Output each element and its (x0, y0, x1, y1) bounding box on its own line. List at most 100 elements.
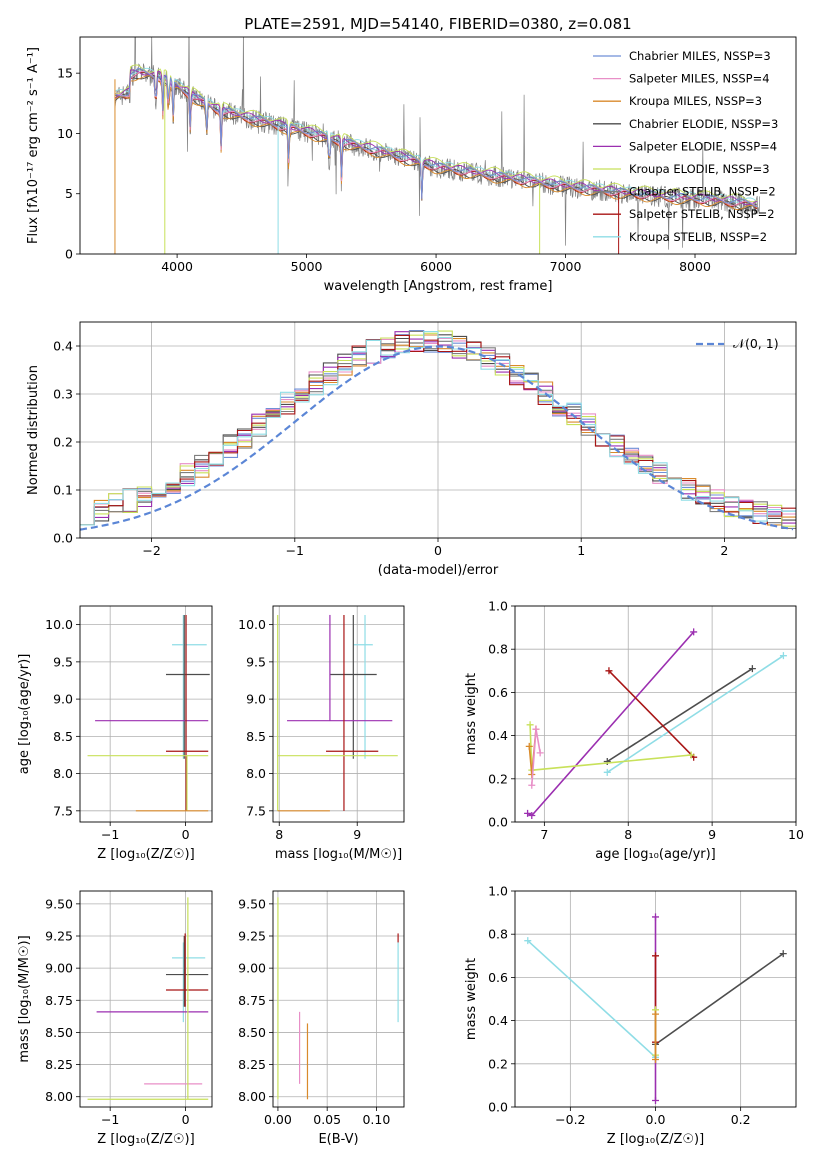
x-tick-label: 0 (182, 827, 190, 842)
y-axis-label: Flux [fλ10⁻¹⁷ erg cm⁻² s⁻¹ A⁻¹] (26, 47, 41, 244)
series-line (655, 952, 784, 1046)
series-0 (172, 942, 206, 1023)
axes-residuals: −2 −1 0 1 2 0.0 0.1 0.2 0.3 0.4 (data-model)/error… (26, 321, 797, 578)
data-point-marker (652, 1097, 659, 1105)
y-axis-label: mass weight (464, 958, 479, 1040)
y-tick-label: 0.2 (53, 435, 73, 450)
axes-mass_vs_Z: −1 0 8.00 8.25 8.50 8.75 9.00 9.25 9.50 Z [log₁₀(… (17, 890, 213, 1147)
series-2 (524, 628, 698, 820)
y-axis-label: Normed distribution (26, 365, 41, 495)
plot-area-mw_vs_age (524, 628, 787, 820)
x-tick-label: 9 (708, 827, 716, 842)
series-line (606, 667, 753, 763)
plot-area-spectrum (114, 37, 761, 254)
axes-age_vs_mass: 8 9 7.5 8.0 8.5 9.0 9.5 10.0 mass [log₁₀(M/M☉)] (238, 605, 405, 862)
y-tick-label: 9.50 (238, 896, 266, 911)
data-point-marker (690, 628, 698, 636)
y-tick-label: 0.8 (488, 642, 508, 657)
plot-area-mass_vs_Z (87, 897, 209, 1100)
y-tick-label: 7.5 (246, 803, 266, 818)
model-spectrum-kroupa_stelib (114, 67, 758, 203)
axes-frame (272, 890, 405, 1108)
x-tick-label: 0.10 (362, 1112, 390, 1127)
y-tick-label: 8.50 (45, 1025, 73, 1040)
y-tick-label: 8.75 (45, 993, 73, 1008)
legend: 𝒩(0, 1) (696, 336, 779, 351)
y-tick-label: 9.0 (246, 692, 266, 707)
y-axis-label: mass weight (464, 673, 479, 755)
y-tick-label: 0.4 (53, 339, 73, 354)
data-point-marker (652, 1055, 659, 1063)
y-tick-label: 0 (65, 247, 73, 262)
axes-frame (79, 36, 797, 255)
legend-label: Kroupa ELODIE, NSSP=3 (629, 162, 770, 176)
x-tick-label: 8000 (679, 259, 711, 274)
data-point-marker (779, 950, 787, 958)
y-tick-label: 9.00 (238, 961, 266, 976)
series-0 (524, 937, 659, 1061)
x-axis-label: age [log₁₀(age/yr)] (595, 847, 716, 862)
y-tick-label: 9.25 (45, 929, 73, 944)
x-tick-label: −1 (101, 1112, 119, 1127)
series-1 (165, 614, 210, 759)
series-line (608, 670, 695, 758)
series-2 (165, 933, 209, 1007)
plot-area-age_vs_mass (277, 614, 398, 812)
x-tick-label: 0 (182, 1112, 190, 1127)
data-point-marker (528, 812, 536, 820)
series-1 (165, 936, 209, 1007)
normal-curve (80, 345, 794, 531)
x-axis-label: Z [log₁₀(Z/Z☉)] (97, 847, 194, 862)
x-tick-label: 4000 (161, 259, 193, 274)
y-tick-label: 8.25 (238, 1057, 266, 1072)
axes-mw_vs_age: 7 8 9 10 0.0 0.2 0.4 0.6 0.8 1.0 age [log₁₀(age/yr… (464, 599, 804, 863)
y-tick-label: 7.5 (53, 803, 73, 818)
y-tick-label: 8.00 (238, 1089, 266, 1104)
chart-title: PLATE=2591, MJD=54140, FIBERID=0380, z=0… (244, 15, 631, 33)
plot-area-age_vs_Z (87, 614, 210, 812)
x-axis-label: mass [log₁₀(M/M☉)] (275, 847, 402, 862)
y-tick-label: 8.5 (246, 729, 266, 744)
axes-frame (79, 321, 797, 539)
series-6 (528, 725, 544, 789)
x-tick-label: 0.2 (731, 1112, 751, 1127)
x-axis-label: E(B-V) (318, 1132, 358, 1147)
x-tick-label: 0.00 (264, 1112, 292, 1127)
y-tick-label: 0.8 (488, 927, 508, 942)
y-tick-label: 8.75 (238, 993, 266, 1008)
series-0 (603, 652, 787, 776)
x-tick-label: 8 (624, 827, 632, 842)
legend-label: Salpeter ELODIE, NSSP=4 (629, 139, 777, 153)
y-tick-label: 0.0 (488, 815, 508, 830)
data-point-marker (536, 749, 544, 757)
y-tick-label: 9.0 (53, 692, 73, 707)
data-point-marker (687, 751, 695, 759)
plot-area-mw_vs_Z (524, 913, 787, 1105)
series-3 (165, 614, 209, 811)
data-point-marker (524, 809, 532, 817)
series-line (527, 631, 695, 817)
legend-label: Salpeter MILES, NSSP=4 (629, 72, 770, 86)
x-tick-label: −2 (142, 543, 160, 558)
data-point-marker (748, 665, 756, 673)
residual-histogram-kroupa_stelib (80, 331, 796, 526)
x-tick-label: 7 (540, 827, 548, 842)
data-point-marker (779, 652, 787, 660)
legend-label: Salpeter STELIB, NSSP=2 (629, 207, 775, 221)
axes-frame (272, 605, 405, 823)
axes-spectrum: 4000 5000 6000 7000 8000 0 5 10 15 wavelength [An… (26, 36, 797, 294)
axes-age_vs_Z: −1 0 7.5 8.0 8.5 9.0 9.5 10.0 Z [log₁₀(Z/Z☉)] age… (17, 605, 213, 862)
series-line (527, 940, 657, 1058)
series-2 (287, 614, 393, 722)
y-axis-label: age [log₁₀(age/yr)] (17, 654, 32, 775)
data-point-marker (532, 725, 540, 733)
y-tick-label: 10 (57, 126, 73, 141)
x-tick-label: 5000 (291, 259, 323, 274)
series-5 (652, 1010, 659, 1063)
y-tick-label: 9.50 (45, 896, 73, 911)
x-tick-label: 9 (353, 827, 361, 842)
legend-label: Kroupa MILES, NSSP=3 (629, 94, 762, 108)
series-line (529, 724, 692, 772)
legend-label: Chabrier STELIB, NSSP=2 (629, 185, 776, 199)
